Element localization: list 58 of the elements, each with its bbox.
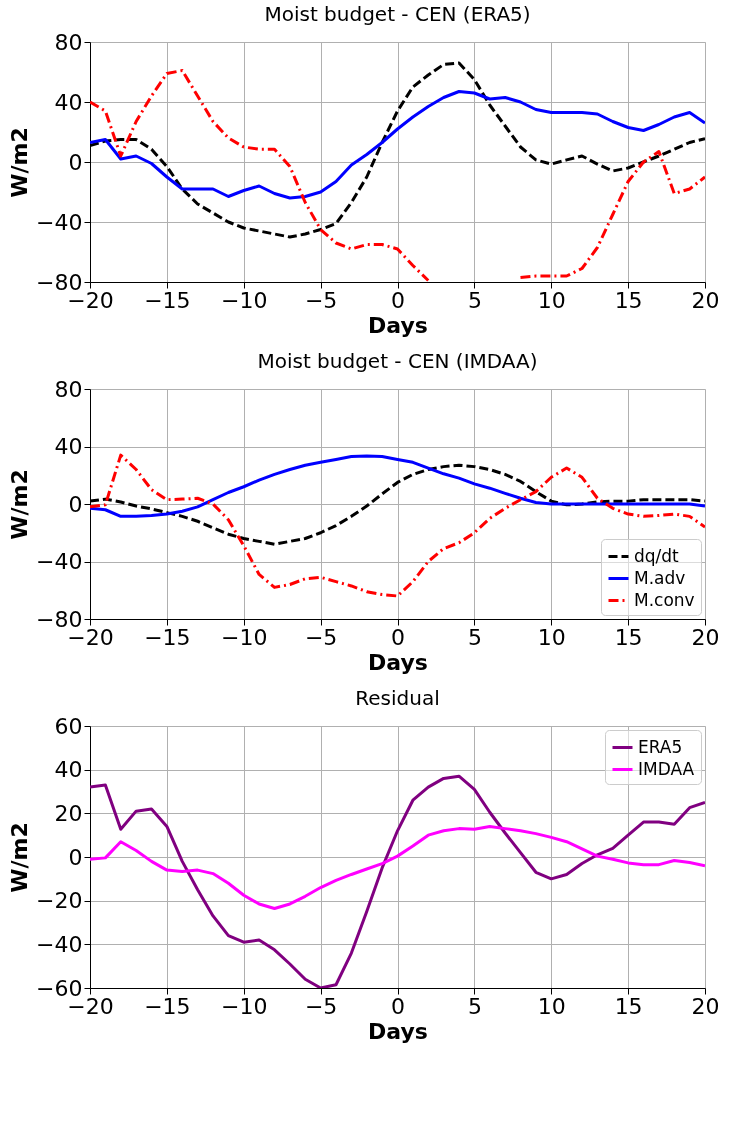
legend-label: ERA5 (638, 736, 683, 757)
y-tick-label: 80 (54, 29, 83, 55)
y-tick-label: −80 (36, 269, 83, 295)
y-axis-title: W/m2 (7, 469, 33, 540)
x-tick-label: −15 (144, 993, 191, 1019)
x-tick-label: 10 (537, 624, 566, 650)
x-axis-title: Days (368, 312, 428, 338)
x-tick-label: 20 (691, 993, 720, 1019)
x-axis-title: Days (368, 649, 428, 675)
x-tick-label: −10 (221, 624, 268, 650)
line-series (90, 90, 705, 200)
line-series (90, 824, 705, 911)
y-tick-label: −40 (36, 209, 83, 235)
x-tick-label: 15 (614, 287, 643, 313)
legend-label: dq/dt (634, 545, 680, 566)
x-tick-label: 20 (691, 287, 720, 313)
x-tick-label: −10 (221, 993, 268, 1019)
x-tick-label: −5 (304, 993, 338, 1019)
y-tick-label: 40 (54, 89, 83, 115)
chart-title: Residual (355, 686, 440, 710)
x-tick-label: 5 (467, 993, 482, 1019)
y-tick-label: 60 (54, 713, 83, 739)
x-tick-label: −15 (144, 287, 191, 313)
x-tick-label: 0 (391, 624, 405, 650)
y-tick-label: 0 (68, 491, 83, 517)
y-tick-label: 0 (68, 844, 83, 870)
x-tick-label: 10 (537, 993, 566, 1019)
y-tick-label: 80 (54, 376, 83, 402)
y-tick-label: −20 (36, 888, 83, 914)
x-tick-label: 0 (391, 993, 405, 1019)
x-tick-label: 5 (467, 624, 482, 650)
chart-title: Moist budget - CEN (IMDAA) (257, 349, 538, 373)
x-tick-label: 10 (537, 287, 566, 313)
x-tick-label: 5 (467, 287, 482, 313)
y-axis-title: W/m2 (7, 822, 33, 893)
y-axis-title: W/m2 (7, 127, 33, 198)
legend-label: IMDAA (638, 758, 695, 779)
y-tick-label: −40 (36, 931, 83, 957)
y-tick-label: 40 (54, 434, 83, 459)
legend-label: M.conv (634, 589, 695, 610)
y-tick-label: 0 (68, 149, 83, 175)
x-axis-title: Days (368, 1018, 428, 1044)
legend-label: M.adv (634, 567, 686, 588)
x-tick-label: −15 (144, 624, 191, 650)
y-tick-label: −40 (36, 549, 83, 574)
x-tick-label: 20 (691, 624, 720, 650)
x-tick-label: −5 (304, 287, 338, 313)
x-tick-label: −10 (221, 287, 268, 313)
y-tick-label: −60 (36, 975, 83, 1001)
line-series (90, 454, 705, 518)
y-tick-label: 40 (54, 757, 83, 783)
x-tick-label: 15 (614, 993, 643, 1019)
y-tick-label: −80 (36, 606, 83, 632)
x-tick-label: 15 (614, 624, 643, 650)
chart-title: Moist budget - CEN (ERA5) (264, 2, 531, 26)
y-tick-label: 20 (54, 800, 83, 826)
x-tick-label: 0 (391, 287, 405, 313)
x-tick-label: −5 (304, 624, 338, 650)
